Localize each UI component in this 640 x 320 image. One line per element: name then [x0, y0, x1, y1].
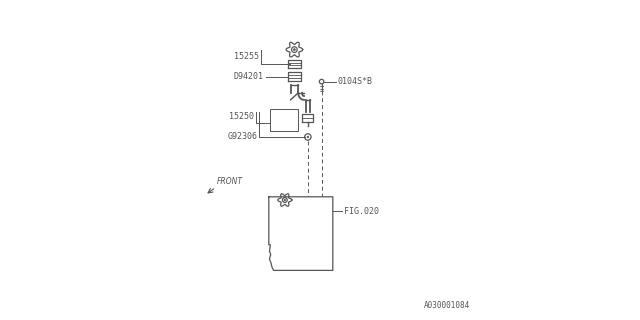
Text: 15255: 15255: [234, 52, 259, 61]
Text: FRONT: FRONT: [217, 177, 243, 186]
Text: 0104S*B: 0104S*B: [338, 77, 372, 86]
Circle shape: [307, 136, 308, 138]
Circle shape: [284, 199, 285, 201]
Text: FIG.020: FIG.020: [344, 207, 379, 216]
Text: G92306: G92306: [228, 132, 258, 141]
Circle shape: [294, 49, 295, 51]
Text: A030001084: A030001084: [424, 301, 470, 310]
Text: 15250: 15250: [229, 112, 254, 121]
Text: D94201: D94201: [234, 72, 264, 81]
